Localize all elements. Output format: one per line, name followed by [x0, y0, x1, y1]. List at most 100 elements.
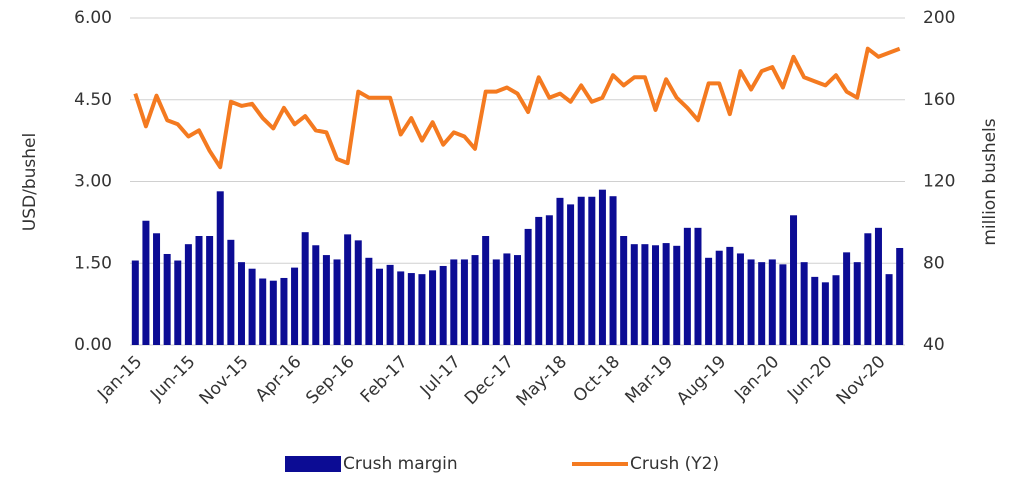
- x-tick-label: Feb-17: [357, 352, 412, 407]
- bar: [269, 280, 277, 345]
- x-tick-label: Jun-15: [146, 352, 199, 405]
- y-tick-label: 4.50: [74, 90, 112, 110]
- bar: [790, 215, 798, 345]
- bar: [291, 267, 299, 345]
- bar: [768, 259, 776, 345]
- bar: [715, 250, 723, 345]
- bar: [620, 236, 628, 345]
- y2-axis-label: million bushels: [980, 118, 1000, 245]
- bar: [662, 243, 670, 345]
- legend-label: Crush margin: [343, 454, 458, 474]
- bar: [163, 253, 171, 345]
- bar: [747, 259, 755, 345]
- bar: [853, 262, 861, 345]
- bar: [588, 196, 596, 345]
- x-tick-label: Jan-20: [730, 352, 783, 405]
- y2-tick-label: 120: [923, 172, 955, 192]
- y-tick-label: 0.00: [74, 335, 112, 355]
- y2-tick-label: 160: [923, 90, 955, 110]
- bar: [694, 227, 702, 345]
- bar: [184, 244, 192, 345]
- bar: [652, 245, 660, 345]
- x-tick-label: Nov-20: [833, 352, 890, 409]
- legend-label: Crush (Y2): [630, 454, 719, 474]
- x-tick-label: Apr-16: [252, 352, 306, 406]
- bar: [375, 268, 383, 345]
- x-tick-label: Jul-17: [416, 352, 465, 401]
- bar: [630, 244, 638, 345]
- x-tick-label: Jun-20: [783, 352, 836, 405]
- bar: [736, 253, 744, 345]
- bar: [726, 246, 734, 345]
- bar: [237, 262, 245, 345]
- bar: [397, 271, 405, 345]
- bar: [535, 216, 543, 345]
- bar: [492, 259, 500, 345]
- bar: [577, 196, 585, 345]
- bar: [821, 282, 829, 345]
- bar: [843, 252, 851, 345]
- bar: [216, 191, 224, 345]
- x-tick-label: Dec-17: [461, 352, 518, 409]
- bar: [779, 264, 787, 345]
- bar: [556, 197, 564, 345]
- bar: [344, 234, 352, 345]
- bar: [259, 278, 267, 345]
- bar: [429, 270, 437, 345]
- y2-tick-label: 200: [923, 8, 955, 28]
- x-tick-label: Nov-15: [196, 352, 253, 409]
- bar: [567, 204, 575, 345]
- bar: [896, 247, 904, 345]
- bar: [885, 274, 893, 345]
- bar: [471, 255, 479, 345]
- bar: [407, 273, 415, 345]
- bar: [439, 265, 447, 345]
- y-axis-label: USD/bushel: [20, 133, 40, 231]
- x-tick-label: Oct-18: [570, 352, 625, 407]
- bar: [673, 245, 681, 345]
- bar: [609, 196, 617, 345]
- legend-swatch: [285, 456, 341, 472]
- y-tick-label: 1.50: [74, 253, 112, 273]
- bar: [354, 240, 362, 345]
- bar: [142, 220, 150, 345]
- bar: [524, 228, 532, 345]
- y2-tick-label: 80: [923, 253, 945, 273]
- x-tick-label: Jan-15: [93, 352, 146, 405]
- bar: [131, 260, 139, 345]
- bar: [280, 277, 288, 345]
- bar: [301, 232, 309, 345]
- y2-tick-label: 40: [923, 335, 945, 355]
- bar: [800, 262, 808, 345]
- bar: [206, 236, 214, 345]
- bar: [153, 233, 161, 345]
- bar: [174, 260, 182, 345]
- bar: [705, 257, 713, 345]
- bar: [758, 262, 766, 345]
- bar: [312, 245, 320, 345]
- bar: [418, 274, 426, 345]
- bar: [195, 236, 203, 345]
- bar: [386, 264, 394, 345]
- bar: [545, 215, 553, 345]
- bar: [874, 227, 882, 345]
- bar: [248, 268, 256, 345]
- y-tick-label: 3.00: [74, 172, 112, 192]
- bar: [598, 189, 606, 345]
- bar: [503, 253, 511, 345]
- bar: [683, 227, 691, 345]
- x-tick-label: Mar-19: [622, 352, 678, 408]
- bar: [641, 244, 649, 345]
- bar: [811, 276, 819, 345]
- x-tick-label: Sep-16: [302, 352, 358, 408]
- bar: [333, 259, 341, 345]
- bar: [227, 239, 235, 345]
- bar: [864, 233, 872, 345]
- x-tick-label: Aug-19: [673, 352, 730, 409]
- y-tick-label: 6.00: [74, 8, 112, 28]
- line: [133, 46, 901, 170]
- bar: [365, 257, 373, 345]
- bar: [513, 255, 522, 345]
- bar: [450, 259, 458, 345]
